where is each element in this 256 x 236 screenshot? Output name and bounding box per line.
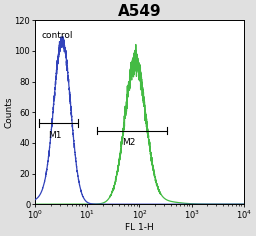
Text: control: control	[42, 31, 73, 40]
Title: A549: A549	[118, 4, 161, 19]
Text: M2: M2	[123, 138, 136, 147]
Y-axis label: Counts: Counts	[4, 97, 13, 128]
X-axis label: FL 1-H: FL 1-H	[125, 223, 154, 232]
Text: M1: M1	[48, 131, 62, 140]
